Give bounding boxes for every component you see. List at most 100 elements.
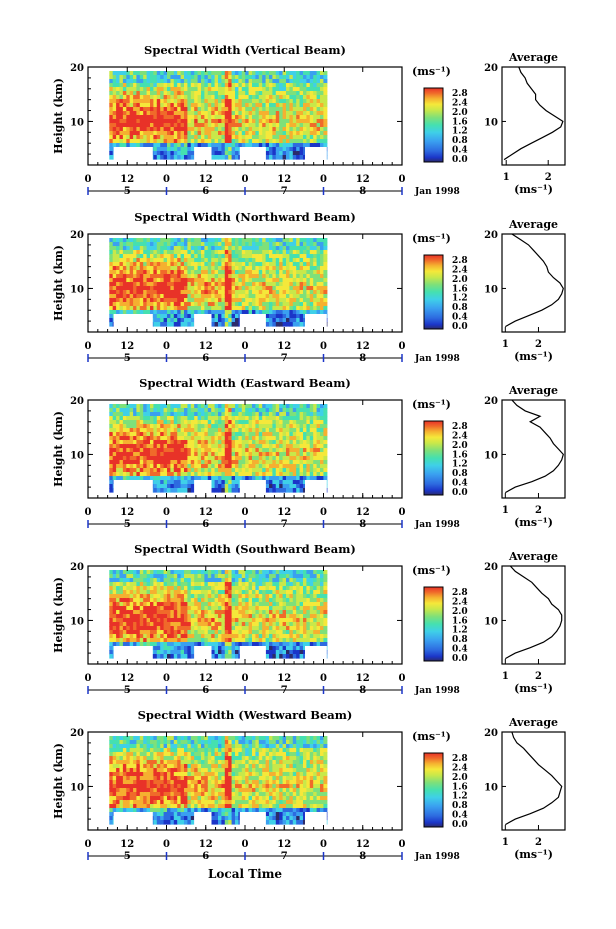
heatmap-cell xyxy=(309,448,314,453)
heatmap-cell xyxy=(262,452,267,457)
heatmap-cell xyxy=(221,147,226,152)
heatmap-cell xyxy=(184,408,188,413)
heatmap-cell xyxy=(272,468,277,473)
heatmap-cell xyxy=(139,286,144,291)
heatmap-cell xyxy=(231,119,236,124)
heatmap-cell xyxy=(241,448,246,453)
heatmap-cell xyxy=(235,476,239,481)
day-label: 5 xyxy=(124,353,131,364)
heatmap-cell xyxy=(136,266,141,271)
heatmap-cell xyxy=(156,444,161,449)
heatmap-cell xyxy=(265,250,270,255)
heatmap-cell xyxy=(156,650,161,655)
heatmap-cell xyxy=(231,456,236,461)
heatmap-cell xyxy=(150,266,154,271)
heatmap-cell xyxy=(122,642,127,647)
heatmap-cell xyxy=(292,318,297,323)
heatmap-cell xyxy=(139,246,144,251)
heatmap-cell xyxy=(255,99,260,104)
heatmap-cell xyxy=(163,115,168,120)
heatmap-cell xyxy=(262,432,267,437)
heatmap-cell xyxy=(265,314,270,319)
heatmap-cell xyxy=(129,606,134,611)
heatmap-cell xyxy=(252,472,256,477)
heatmap-cell xyxy=(133,238,138,243)
heatmap-cell xyxy=(119,610,124,615)
heatmap-cell xyxy=(235,464,239,469)
heatmap-cell xyxy=(167,302,171,307)
heatmap-cell xyxy=(170,274,175,279)
heatmap-cell xyxy=(269,286,273,291)
heatmap-cell xyxy=(160,139,165,144)
heatmap-cell xyxy=(126,408,131,413)
heatmap-cell xyxy=(122,119,127,124)
heatmap-cell xyxy=(190,254,195,259)
heatmap-cell xyxy=(126,87,131,92)
heatmap-cell xyxy=(173,598,178,603)
heatmap-cell xyxy=(228,440,233,445)
heatmap-cell xyxy=(241,310,246,315)
heatmap-cell xyxy=(184,258,188,263)
heatmap-cell xyxy=(296,111,301,116)
heatmap-cell xyxy=(282,286,287,291)
heatmap-cell xyxy=(116,282,121,287)
heatmap-cell xyxy=(224,71,229,76)
heatmap-cell xyxy=(214,83,219,88)
heatmap-cell xyxy=(167,484,171,489)
heatmap-cell xyxy=(258,424,263,429)
heatmap-cell xyxy=(320,274,324,279)
heatmap-cell xyxy=(201,294,205,299)
heatmap-cell xyxy=(177,290,182,295)
heatmap-cell xyxy=(296,79,301,84)
heatmap-cell xyxy=(133,242,138,247)
heatmap-cell xyxy=(204,282,209,287)
heatmap-cell xyxy=(279,456,284,461)
heatmap-cell xyxy=(150,626,154,631)
heatmap-cell xyxy=(207,456,212,461)
heatmap-cell xyxy=(296,238,301,243)
heatmap-cell xyxy=(156,286,161,291)
heatmap-cell xyxy=(296,155,301,160)
heatmap-cell xyxy=(245,424,250,429)
heatmap-cell xyxy=(112,286,117,291)
heatmap-cell xyxy=(309,107,314,112)
heatmap-cell xyxy=(163,440,168,445)
heatmap-cell xyxy=(306,306,311,311)
heatmap-cell xyxy=(265,408,270,413)
heatmap-cell xyxy=(180,298,185,303)
heatmap-cell xyxy=(190,282,195,287)
heatmap-cell xyxy=(275,83,280,88)
heatmap-cell xyxy=(204,472,209,477)
heatmap-cell xyxy=(136,578,141,583)
heatmap-cell xyxy=(197,278,202,283)
heatmap-cell xyxy=(170,570,175,575)
heatmap-cell xyxy=(126,464,131,469)
heatmap-cell xyxy=(228,258,233,263)
heatmap-cell xyxy=(136,626,141,631)
heatmap-cell xyxy=(153,444,158,449)
heatmap-cell xyxy=(279,286,284,291)
heatmap-cell xyxy=(201,404,205,409)
heatmap-cell xyxy=(320,75,324,80)
heatmap-cell xyxy=(316,416,321,421)
heatmap-cell xyxy=(221,83,226,88)
heatmap-cell xyxy=(150,416,154,421)
heatmap-cell xyxy=(187,448,192,453)
heatmap-cell xyxy=(112,598,117,603)
heatmap-cell xyxy=(296,266,301,271)
heatmap-cell xyxy=(180,480,185,485)
heatmap-cell xyxy=(292,306,297,311)
heatmap-cell xyxy=(248,412,253,417)
heatmap-cell xyxy=(116,294,121,299)
heatmap-cell xyxy=(201,416,205,421)
heatmap-cell xyxy=(309,456,314,461)
heatmap-cell xyxy=(286,412,290,417)
heatmap-cell xyxy=(211,310,216,315)
heatmap-cell xyxy=(207,460,212,465)
heatmap-cell xyxy=(116,618,121,623)
heatmap-cell xyxy=(323,75,328,80)
heatmap-cell xyxy=(173,111,178,116)
heatmap-cell xyxy=(252,266,256,271)
heatmap-cell xyxy=(211,322,216,327)
heatmap-cell xyxy=(265,278,270,283)
